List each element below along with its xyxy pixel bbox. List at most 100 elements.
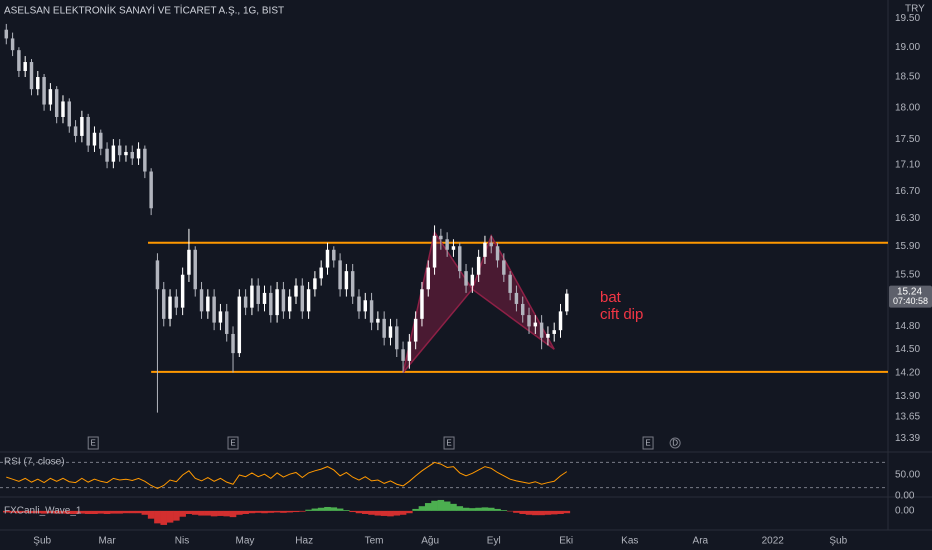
- wave-bar: [53, 510, 60, 514]
- candle-body: [143, 148, 147, 172]
- wave-bar: [500, 510, 508, 511]
- wave-bar: [267, 510, 275, 513]
- candle-body: [520, 303, 525, 316]
- y-tick-label: 14.50: [895, 344, 920, 355]
- y-tick-label: 19.00: [895, 42, 920, 53]
- candle-body: [136, 148, 141, 159]
- y-tick-label: 14.80: [895, 321, 920, 332]
- wave-bar: [450, 503, 457, 511]
- y-tick-label: 13.39: [895, 433, 920, 444]
- wave-bar: [160, 510, 168, 525]
- candle-body: [395, 326, 399, 350]
- wave-bar: [84, 510, 92, 514]
- x-tick-label: Eyl: [487, 536, 501, 547]
- wave-bar: [393, 510, 401, 516]
- candle-body: [319, 267, 323, 279]
- wave-bar: [40, 510, 48, 514]
- candle-body: [23, 62, 27, 71]
- wave-bar: [236, 510, 243, 515]
- candle-body: [294, 285, 298, 297]
- candle-body: [224, 311, 229, 334]
- wave-bar: [443, 501, 451, 511]
- wave-bar: [418, 506, 426, 511]
- candle-body: [256, 285, 260, 304]
- candle-body: [67, 101, 72, 127]
- candle-body: [218, 311, 223, 323]
- wave-bar: [204, 510, 212, 516]
- wave-bar: [469, 508, 476, 511]
- wave-bar: [525, 510, 533, 515]
- event-label: D: [672, 439, 678, 448]
- y-tick-label: 16.30: [895, 213, 920, 224]
- candle-body: [155, 260, 160, 290]
- wave-bar: [141, 510, 149, 515]
- candle-body: [514, 292, 519, 304]
- wave-bar: [210, 510, 218, 517]
- candle-body: [464, 271, 468, 286]
- candle-body: [357, 296, 361, 312]
- wave-bar: [21, 510, 29, 513]
- y-tick-label: 18.00: [895, 102, 920, 113]
- rsi-line: [6, 461, 568, 489]
- wave-bar: [223, 510, 231, 517]
- wave-bar: [34, 510, 42, 514]
- x-tick-label: Ağu: [421, 536, 439, 547]
- y-tick-label: 17.10: [895, 160, 920, 171]
- wave-bar: [91, 510, 98, 514]
- candle-body: [212, 296, 216, 323]
- wave-bar: [286, 510, 294, 513]
- wave-bar: [431, 500, 438, 511]
- candle-body: [111, 145, 116, 162]
- wave-bar: [317, 507, 325, 511]
- wave-bar: [128, 510, 136, 514]
- x-tick-label: Eki: [559, 536, 573, 547]
- y-tick-label: 17.50: [895, 134, 920, 145]
- event-label: E: [645, 439, 650, 448]
- wave-bar: [173, 510, 180, 521]
- candle-body: [42, 77, 46, 105]
- wave-bar: [116, 510, 123, 514]
- candle-body: [61, 101, 65, 117]
- wave-bar: [336, 508, 344, 511]
- wave-bar: [229, 510, 237, 518]
- wave-bar: [292, 510, 300, 513]
- candle-body: [376, 318, 380, 323]
- x-tick-label: 2022: [762, 536, 785, 547]
- wave-bar: [110, 510, 117, 514]
- wave-bar: [494, 508, 501, 511]
- candle-body: [502, 260, 506, 275]
- x-tick-label: Şub: [33, 536, 51, 547]
- candle-body: [439, 235, 443, 240]
- wave-bar: [343, 510, 350, 511]
- wave-bar: [2, 510, 10, 513]
- candle-body: [344, 271, 349, 290]
- y-tick-label: 50.00: [895, 470, 920, 481]
- candle-body: [199, 289, 204, 312]
- y-tick-label: 18.50: [895, 72, 920, 83]
- last-price: 15.24: [897, 286, 922, 297]
- wave-bar: [349, 510, 356, 513]
- wave-bar: [519, 510, 527, 514]
- y-tick-label: 16.70: [895, 186, 920, 197]
- wave-bar: [191, 510, 199, 515]
- candle-body: [489, 242, 493, 247]
- candle-body: [325, 249, 330, 268]
- wave-bar: [387, 510, 394, 517]
- wave-bar: [368, 510, 375, 515]
- wave-bar: [254, 510, 262, 513]
- candle-body: [313, 278, 317, 290]
- wave-bar: [532, 510, 539, 516]
- x-tick-label: Haz: [295, 536, 313, 547]
- wave-bar: [198, 510, 205, 516]
- wave-bar: [166, 510, 174, 523]
- wave-bar: [72, 510, 79, 514]
- x-tick-label: Ara: [693, 536, 709, 547]
- wave-bar: [122, 510, 130, 514]
- candle-body: [445, 239, 449, 250]
- y-tick-label: 13.65: [895, 411, 920, 422]
- pane-title: FXCanli_Wave_1: [4, 506, 82, 517]
- candle-body: [48, 89, 53, 105]
- annotation: bat: [600, 289, 622, 306]
- candle-body: [168, 296, 172, 319]
